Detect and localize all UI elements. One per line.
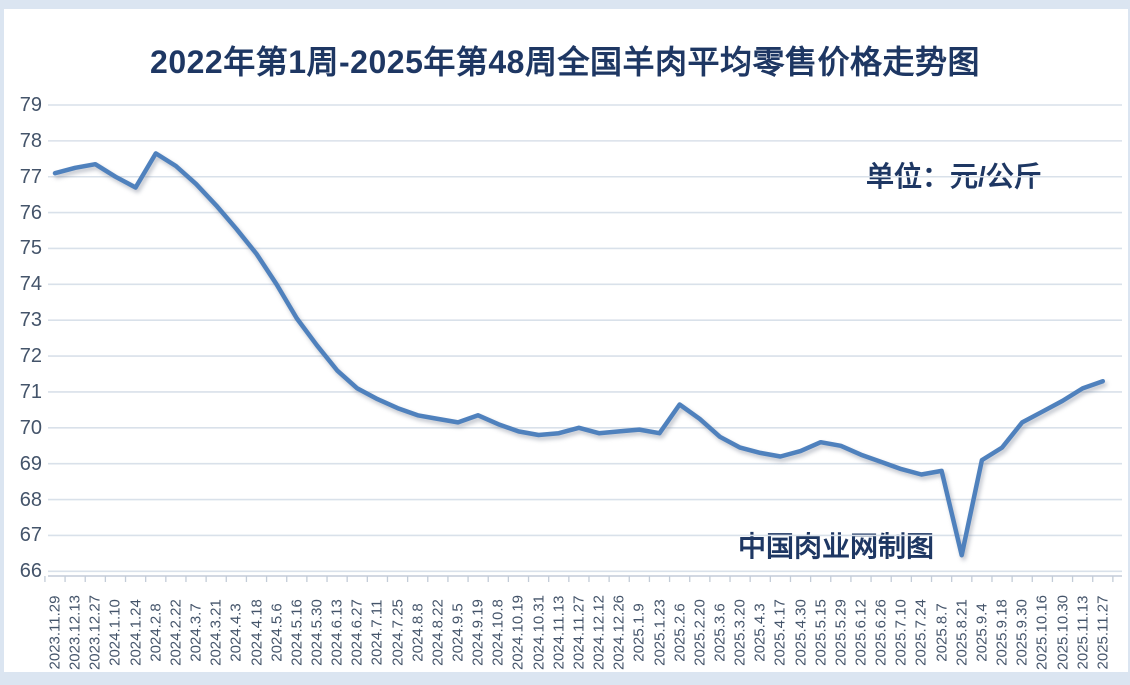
y-axis-label: 79 — [19, 94, 42, 116]
x-axis-label: 2024.11.13 — [550, 595, 568, 669]
price-line — [52, 151, 1106, 558]
y-axis-label: 78 — [19, 129, 42, 152]
x-axis-label: 2025.10.16 — [1033, 594, 1051, 670]
x-axis-label: 2025.6.26 — [872, 598, 890, 666]
x-axis-label: 2024.7.25 — [389, 598, 407, 666]
x-axis-label: 2024.12.26 — [610, 594, 628, 670]
x-axis-label: 2024.7.11 — [368, 599, 386, 665]
x-axis-label: 2025.2.20 — [691, 598, 709, 666]
y-axis-label: 76 — [19, 201, 42, 224]
x-axis-label: 2024.4.18 — [248, 598, 265, 666]
x-axis-label: 2025.8.21 — [953, 598, 971, 666]
x-axis-label: 2025.7.24 — [912, 598, 930, 666]
y-axis-label: 69 — [19, 452, 42, 475]
y-axis-label: 66 — [19, 560, 42, 583]
x-axis-label: 2024.5.30 — [308, 598, 326, 666]
chart-title: 2022年第1周-2025年第48周全国羊肉平均零售价格走势图 — [150, 44, 980, 80]
x-axis-label: 2024.1.10 — [106, 598, 124, 666]
x-axis-label: 2025.9.30 — [1013, 598, 1031, 666]
x-axis-label: 2023.12.13 — [66, 594, 84, 670]
x-axis-label: 2025.4.17 — [771, 598, 789, 666]
x-axis-label: 2025.4.3 — [751, 602, 769, 662]
x-axis-label: 2024.4.3 — [227, 602, 245, 662]
x-axis-label: 2025.11.27 — [1094, 595, 1112, 669]
x-axis-label: 2024.6.13 — [328, 598, 346, 666]
x-axis-label: 2024.3.7 — [187, 602, 205, 662]
y-axis-label: 77 — [19, 165, 42, 188]
x-axis-label: 2025.7.10 — [892, 598, 910, 666]
x-axis-label: 2024.3.21 — [207, 598, 225, 666]
x-axis-label: 2025.3.20 — [731, 598, 749, 666]
x-axis-label: 2025.9.18 — [993, 598, 1011, 666]
x-axis-label: 2025.3.6 — [711, 602, 729, 662]
x-axis-label: 2024.10.31 — [530, 594, 548, 670]
x-axis-label: 2024.10.19 — [509, 594, 527, 670]
x-axis-label: 2023.11.29 — [46, 595, 64, 669]
x-axis-label: 2024.9.5 — [449, 602, 467, 662]
x-axis-label: 2025.9.4 — [973, 602, 991, 662]
y-axis-label: 68 — [19, 488, 42, 511]
x-axis-label: 2025.2.6 — [671, 602, 689, 662]
x-axis-label: 2024.11.27 — [570, 595, 588, 669]
x-axis-label: 2025.4.30 — [792, 598, 810, 666]
x-axis-label: 2023.12.27 — [86, 594, 104, 670]
x-axis-label: 2024.1.24 — [127, 598, 145, 666]
x-axis-label: 2025.5.29 — [832, 598, 850, 666]
y-axis-label: 71 — [19, 380, 42, 403]
x-axis-label: 2024.10.8 — [489, 598, 507, 666]
y-axis-label: 70 — [19, 416, 42, 439]
y-axis-label: 74 — [19, 273, 42, 296]
x-axis-label: 2024.6.27 — [348, 598, 366, 666]
x-axis-label: 2024.2.8 — [147, 602, 165, 662]
x-axis-label: 2025.8.7 — [933, 602, 951, 662]
x-axis-label: 2025.11.13 — [1074, 595, 1092, 669]
x-axis-label: 2025.6.12 — [852, 598, 870, 666]
x-axis-label: 2024.9.19 — [469, 598, 487, 666]
y-axis-label: 75 — [19, 237, 42, 260]
x-axis-label: 2024.12.12 — [590, 594, 608, 670]
x-axis-label: 2025.1.23 — [651, 598, 668, 666]
chart-surface — [4, 9, 1128, 672]
x-axis-label: 2025.1.9 — [630, 602, 648, 662]
y-axis-label: 72 — [19, 345, 42, 368]
x-axis-label: 2024.5.6 — [268, 602, 286, 662]
x-axis-label: 2025.5.15 — [812, 598, 830, 666]
y-axis-label: 67 — [19, 524, 42, 547]
x-axis-label: 2025.10.30 — [1054, 594, 1071, 670]
x-axis-label: 2024.2.22 — [167, 598, 185, 666]
y-axis-label: 73 — [19, 309, 42, 332]
x-axis-label: 2024.5.16 — [288, 598, 306, 666]
x-axis-label: 2024.8.22 — [429, 598, 447, 666]
x-axis-label: 2024.8.8 — [409, 602, 427, 662]
